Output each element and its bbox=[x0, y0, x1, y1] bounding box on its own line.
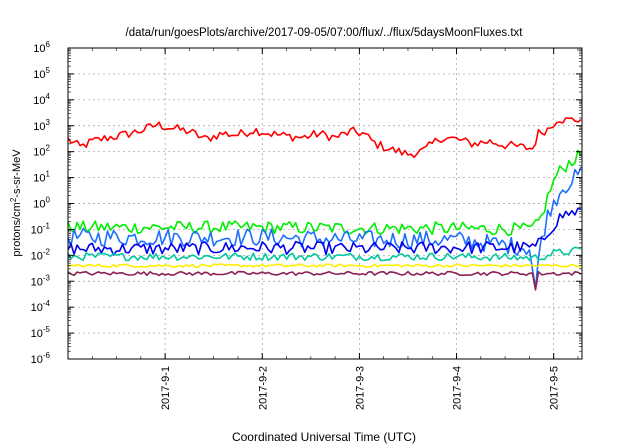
series-line-7 bbox=[67, 270, 582, 291]
series-line-1 bbox=[67, 117, 582, 159]
y-tick-label: 106 bbox=[33, 40, 50, 55]
x-tick-label: 2017-9-1 bbox=[160, 366, 172, 410]
y-tick-label: 102 bbox=[33, 144, 50, 159]
y-axis-title: protons/cm2-s-sr-MeV bbox=[9, 149, 23, 257]
x-tick-label: 2017-9-3 bbox=[354, 366, 366, 410]
y-tick-label: 10-2 bbox=[31, 247, 51, 262]
y-tick-label: 103 bbox=[33, 118, 50, 133]
series-line-5 bbox=[67, 246, 582, 262]
series-line-3 bbox=[67, 166, 582, 289]
series-line-6 bbox=[67, 263, 582, 269]
y-tick-label: 104 bbox=[33, 92, 50, 107]
y-tick-label: 101 bbox=[33, 170, 50, 185]
chart-title: /data/run/goesPlots/archive/2017-09-05/0… bbox=[126, 27, 524, 39]
y-tick-label: 105 bbox=[33, 66, 50, 81]
series-line-4 bbox=[67, 207, 582, 256]
y-tick-label: 10-4 bbox=[31, 299, 51, 314]
y-tick-label: 10-5 bbox=[31, 325, 51, 340]
grid bbox=[68, 48, 582, 359]
series-group bbox=[67, 117, 582, 291]
x-tick-label: 2017-9-5 bbox=[549, 366, 561, 410]
x-axis-title: Coordinated Universal Time (UTC) bbox=[232, 430, 416, 444]
y-tick-label: 100 bbox=[33, 196, 50, 211]
x-tick-label: 2017-9-4 bbox=[452, 366, 464, 410]
x-tick-label: 2017-9-2 bbox=[257, 366, 269, 410]
x-axis: 2017-9-1 2017-9-2 2017-9-3 2017-9-4 2017-9-5 bbox=[91, 48, 579, 410]
y-tick-label: 10-1 bbox=[31, 221, 51, 236]
y-axis: 10-6 10-5 10-4 10-3 10-2 10-1 100 101 102 103 104 1… bbox=[31, 40, 582, 366]
y-tick-label: 10-6 bbox=[31, 351, 51, 366]
series-line-2 bbox=[67, 149, 582, 237]
y-tick-label: 10-3 bbox=[31, 273, 51, 288]
